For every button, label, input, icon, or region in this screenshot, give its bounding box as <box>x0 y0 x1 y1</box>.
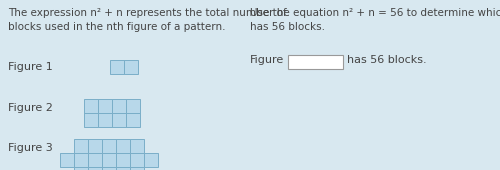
Bar <box>144 153 158 167</box>
Bar <box>130 139 144 153</box>
Text: Use the equation n² + n = 56 to determine which figure: Use the equation n² + n = 56 to determin… <box>250 8 500 18</box>
Text: Figure 1: Figure 1 <box>8 62 53 72</box>
Bar <box>102 153 116 167</box>
Bar <box>110 60 124 74</box>
Bar <box>84 113 98 127</box>
Bar <box>74 167 88 170</box>
Bar <box>98 113 112 127</box>
Bar <box>126 99 140 113</box>
Text: has 56 blocks.: has 56 blocks. <box>250 22 325 32</box>
Bar <box>88 167 102 170</box>
Bar <box>112 99 126 113</box>
Bar <box>102 167 116 170</box>
Text: Figure: Figure <box>250 55 284 65</box>
Bar <box>112 113 126 127</box>
Bar <box>84 99 98 113</box>
Bar <box>74 153 88 167</box>
Bar <box>288 55 343 69</box>
Text: Figure 3: Figure 3 <box>8 143 53 153</box>
Bar <box>116 167 130 170</box>
Bar <box>124 60 138 74</box>
Bar <box>102 139 116 153</box>
Bar <box>60 153 74 167</box>
Bar <box>98 99 112 113</box>
Bar <box>130 153 144 167</box>
Text: The expression n² + n represents the total number of: The expression n² + n represents the tot… <box>8 8 287 18</box>
Bar <box>126 113 140 127</box>
Bar <box>88 139 102 153</box>
Bar <box>116 153 130 167</box>
Bar <box>116 139 130 153</box>
Bar <box>130 167 144 170</box>
Bar <box>74 139 88 153</box>
Text: Figure 2: Figure 2 <box>8 103 53 113</box>
Text: blocks used in the nth figure of a pattern.: blocks used in the nth figure of a patte… <box>8 22 226 32</box>
Bar <box>88 153 102 167</box>
Text: has 56 blocks.: has 56 blocks. <box>347 55 426 65</box>
